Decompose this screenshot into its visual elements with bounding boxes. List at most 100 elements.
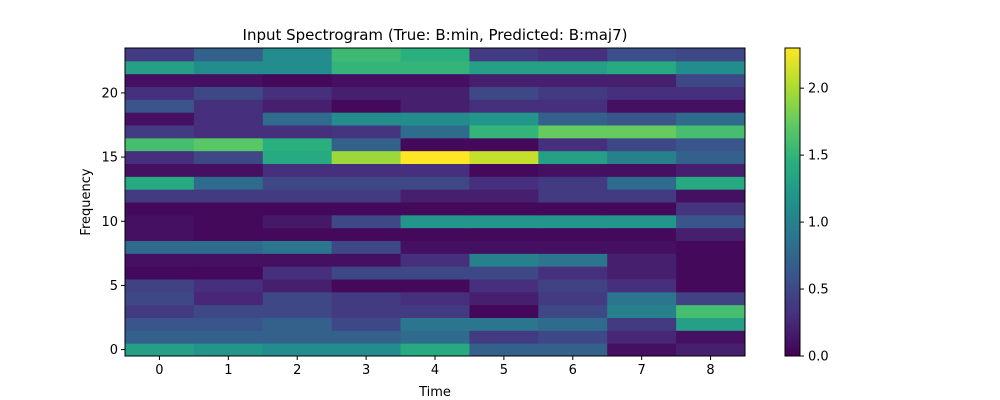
x-tick-label: 7 xyxy=(638,363,646,378)
chart-title: Input Spectrogram (True: B:min, Predicte… xyxy=(243,26,628,44)
heatmap-cell xyxy=(469,253,539,267)
heatmap-cell xyxy=(607,317,677,331)
heatmap-cell xyxy=(469,163,539,177)
heatmap-cell xyxy=(193,266,264,280)
heatmap-cell xyxy=(607,73,677,87)
heatmap-cell xyxy=(193,99,264,113)
heatmap-cell xyxy=(193,343,264,357)
heatmap-cell xyxy=(331,163,402,177)
heatmap-cell xyxy=(262,266,333,280)
heatmap-cell xyxy=(676,60,746,75)
heatmap-cell xyxy=(538,48,608,62)
heatmap-cell xyxy=(125,150,195,164)
heatmap-cell xyxy=(193,150,264,164)
heatmap-cell xyxy=(400,279,470,293)
heatmap-cell xyxy=(400,73,470,87)
colorbar xyxy=(785,48,800,356)
heatmap-cell xyxy=(331,189,402,203)
heatmap-cell xyxy=(262,189,333,203)
heatmap-cell xyxy=(331,86,402,100)
heatmap-cell xyxy=(262,227,333,241)
x-tick-label: 5 xyxy=(500,363,508,378)
heatmap-cell xyxy=(125,112,195,126)
heatmap-cell xyxy=(469,214,539,229)
colorbar-tick-label: 1.0 xyxy=(808,216,829,231)
heatmap-cell xyxy=(193,125,264,139)
heatmap-cell xyxy=(607,125,677,139)
heatmap-cell xyxy=(469,343,539,357)
heatmap-cell xyxy=(538,343,608,357)
heatmap-cell xyxy=(676,125,746,139)
x-tick-label: 0 xyxy=(155,363,163,378)
heatmap-cell xyxy=(125,86,195,100)
heatmap-cell xyxy=(607,99,677,113)
heatmap-cell xyxy=(469,176,539,190)
heatmap-cell xyxy=(676,266,746,280)
heatmap-cell xyxy=(607,150,677,164)
heatmap-cell xyxy=(262,48,333,62)
heatmap-cell xyxy=(676,202,746,216)
heatmap-cell xyxy=(193,163,264,177)
heatmap-cell xyxy=(331,227,402,241)
heatmap-cell xyxy=(469,202,539,216)
heatmap-cell xyxy=(676,279,746,293)
heatmap-cell xyxy=(538,253,608,267)
heatmap-cell xyxy=(676,73,746,87)
heatmap-cell xyxy=(676,214,746,229)
heatmap-cell xyxy=(607,48,677,62)
heatmap-cell xyxy=(538,125,608,139)
heatmap-cell xyxy=(262,317,333,331)
heatmap-cell xyxy=(676,112,746,126)
heatmap-cell xyxy=(331,73,402,87)
heatmap-cell xyxy=(125,137,195,152)
heatmap-cell xyxy=(193,279,264,293)
heatmap-cell xyxy=(607,291,677,306)
heatmap-cell xyxy=(193,240,264,254)
heatmap-cell xyxy=(193,253,264,267)
heatmap-cell xyxy=(607,214,677,229)
heatmap-cell xyxy=(125,176,195,190)
heatmap-cell xyxy=(262,73,333,87)
heatmap-cell xyxy=(262,279,333,293)
heatmap-cell xyxy=(607,227,677,241)
heatmap-cell xyxy=(193,227,264,241)
heatmap-cell xyxy=(607,112,677,126)
heatmap-cell xyxy=(331,304,402,318)
x-tick-label: 8 xyxy=(706,363,714,378)
heatmap-cell xyxy=(125,291,195,306)
heatmap-cell xyxy=(469,304,539,318)
heatmap-cell xyxy=(125,214,195,229)
heatmap-cell xyxy=(262,125,333,139)
heatmap-cell xyxy=(400,189,470,203)
heatmap-cell xyxy=(125,253,195,267)
heatmap-cell xyxy=(676,317,746,331)
x-tick-label: 2 xyxy=(293,363,301,378)
heatmap-cell xyxy=(331,48,402,62)
heatmap-cell xyxy=(262,291,333,306)
heatmap-cell xyxy=(676,291,746,306)
heatmap-cell xyxy=(193,86,264,100)
heatmap-cell xyxy=(331,291,402,306)
heatmap-cell xyxy=(125,48,195,62)
heatmap-cell xyxy=(125,73,195,87)
heatmap-cell xyxy=(607,240,677,254)
heatmap-cell xyxy=(193,202,264,216)
heatmap-cell xyxy=(331,317,402,331)
heatmap-cell xyxy=(676,253,746,267)
heatmap-cell xyxy=(331,279,402,293)
heatmap-cell xyxy=(676,343,746,357)
heatmap-cell xyxy=(607,176,677,190)
heatmap-cell xyxy=(676,227,746,241)
heatmap-cell xyxy=(676,137,746,152)
heatmap-cell xyxy=(125,60,195,75)
heatmap-cell xyxy=(125,189,195,203)
heatmap-cell xyxy=(538,137,608,152)
heatmap-cell xyxy=(538,279,608,293)
heatmap-cell xyxy=(400,137,470,152)
heatmap-cell xyxy=(469,266,539,280)
heatmap-cell xyxy=(538,163,608,177)
heatmap-cell xyxy=(538,214,608,229)
heatmap-cell xyxy=(400,99,470,113)
heatmap-cell xyxy=(331,202,402,216)
heatmap-cell xyxy=(607,279,677,293)
